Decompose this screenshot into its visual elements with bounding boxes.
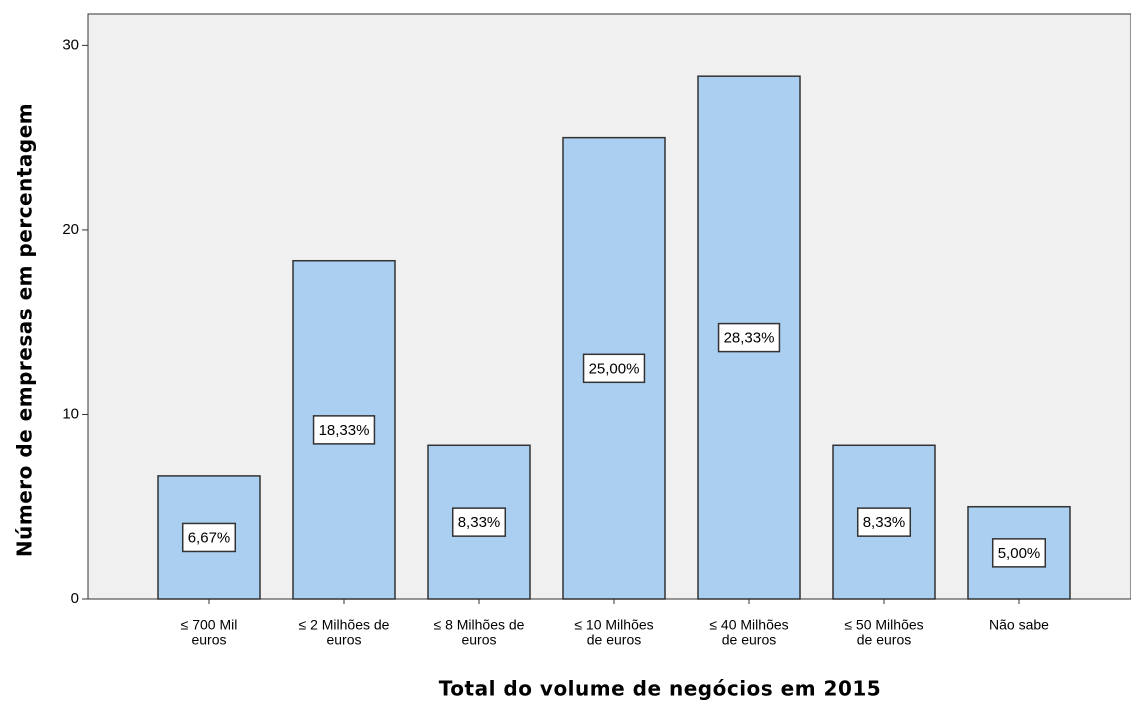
x-tick-label: euros [326,632,361,648]
x-tick-label: ≤ 8 Milhões de [434,617,525,633]
x-tick-label: de euros [722,632,776,648]
x-tick-label: ≤ 2 Milhões de [299,617,390,633]
y-tick-label: 30 [62,36,79,53]
value-label-box [582,353,646,384]
value-label-box [856,507,912,537]
x-tick-label: Não sabe [989,617,1049,633]
x-tick-label: ≤ 40 Milhões [709,617,788,633]
value-label-box [717,322,781,353]
value-label-box [181,522,237,553]
value-label: 5,00% [998,545,1041,562]
x-tick-label: ≤ 700 Mil [181,617,238,633]
y-tick-label: 10 [62,405,79,422]
x-axis-title: Total do volume de negócios em 2015 [439,677,881,701]
value-label: 28,33% [724,330,775,347]
bar [832,444,936,600]
x-tick-label: euros [191,632,226,648]
x-tick-label: de euros [857,632,911,648]
x-tick-label: euros [461,632,496,648]
value-label-box [451,507,507,537]
value-label-box [312,415,376,445]
value-label: 8,33% [863,514,906,531]
value-label: 25,00% [589,360,640,377]
value-label: 18,33% [319,422,370,439]
y-tick-label: 20 [62,221,79,238]
y-axis-title: Número de empresas em percentagem [13,103,37,557]
value-label-box [991,538,1047,568]
x-tick-label: de euros [587,632,641,648]
x-tick-label: ≤ 10 Milhões [574,617,653,633]
value-label: 8,33% [458,514,501,531]
x-tick-label: ≤ 50 Milhões [844,617,923,633]
value-label: 6,67% [188,529,231,546]
y-tick-label: 0 [71,590,79,607]
